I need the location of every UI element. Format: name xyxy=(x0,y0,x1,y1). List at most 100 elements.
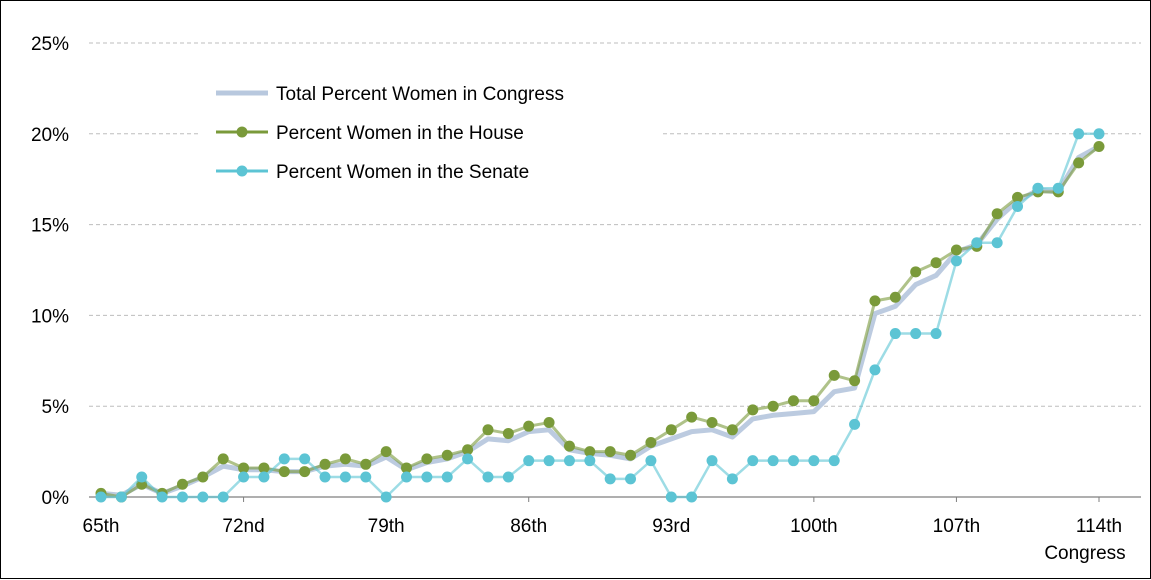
legend-label-1: Total Percent Women in Congress xyxy=(276,84,564,105)
data-point xyxy=(258,462,270,474)
data-point xyxy=(726,424,738,436)
data-point xyxy=(543,455,555,467)
data-point xyxy=(1052,182,1064,194)
x-tick-label: 100th xyxy=(790,516,838,537)
data-point xyxy=(217,491,229,503)
data-point xyxy=(1073,128,1085,140)
y-tick-label: 0% xyxy=(42,488,70,509)
data-point xyxy=(115,491,127,503)
data-point xyxy=(176,491,188,503)
data-point xyxy=(645,437,657,449)
data-point xyxy=(767,455,779,467)
data-point xyxy=(197,491,209,503)
data-point xyxy=(421,471,433,483)
data-point xyxy=(706,417,718,429)
data-point xyxy=(441,471,453,483)
data-point xyxy=(1012,191,1024,203)
x-tick-label: 79th xyxy=(368,516,405,537)
data-point xyxy=(462,453,474,465)
data-point xyxy=(299,466,311,478)
data-point xyxy=(971,237,983,249)
y-tick-label: 15% xyxy=(31,216,69,237)
data-point xyxy=(665,491,677,503)
data-point xyxy=(910,328,922,340)
data-point xyxy=(645,455,657,467)
data-point xyxy=(462,444,474,456)
data-point xyxy=(991,237,1003,249)
data-point xyxy=(238,462,250,474)
legend-marker-3 xyxy=(236,165,248,177)
x-tick-label: 114th xyxy=(1076,516,1122,537)
data-point xyxy=(869,295,881,307)
data-point xyxy=(910,266,922,278)
data-point xyxy=(278,466,290,478)
data-point xyxy=(584,455,596,467)
data-point xyxy=(889,291,901,303)
legend-label-3: Percent Women in the Senate xyxy=(276,162,529,183)
x-tick-label: 107th xyxy=(933,516,981,537)
data-point xyxy=(217,453,229,465)
x-tick-label: 72nd xyxy=(222,516,264,537)
data-point xyxy=(1073,157,1085,169)
data-point xyxy=(950,255,962,267)
data-point xyxy=(787,395,799,407)
data-point xyxy=(380,446,392,458)
data-point xyxy=(441,449,453,461)
x-tick-label: 65th xyxy=(83,516,120,537)
data-point xyxy=(339,471,351,483)
data-point xyxy=(604,446,616,458)
data-point xyxy=(95,491,107,503)
data-point xyxy=(767,400,779,412)
data-point xyxy=(360,458,372,470)
data-point xyxy=(828,369,840,381)
data-point xyxy=(339,453,351,465)
data-point xyxy=(421,453,433,465)
data-point xyxy=(808,395,820,407)
data-point xyxy=(238,471,250,483)
data-point xyxy=(950,244,962,256)
data-point xyxy=(401,471,413,483)
legend-label-2: Percent Women in the House xyxy=(276,123,524,144)
data-point xyxy=(869,364,881,376)
data-point xyxy=(665,424,677,436)
data-point xyxy=(156,491,168,503)
data-point xyxy=(563,455,575,467)
data-point xyxy=(584,446,596,458)
y-tick-label: 10% xyxy=(31,306,69,327)
data-point xyxy=(828,455,840,467)
data-point xyxy=(1093,128,1105,140)
data-point xyxy=(523,420,535,432)
x-tick-label: 93rd xyxy=(652,516,690,537)
data-point xyxy=(401,462,413,474)
data-point xyxy=(319,458,331,470)
tick-labels: 0% 5% 10% 15% 20% 25% 65th 72nd 79th 86th 93rd 100t… xyxy=(31,34,1126,564)
data-point xyxy=(278,453,290,465)
data-point xyxy=(1093,141,1105,153)
data-point xyxy=(686,411,698,423)
data-point xyxy=(136,471,148,483)
data-point xyxy=(747,404,759,416)
data-point xyxy=(197,471,209,483)
data-point xyxy=(889,328,901,340)
data-point xyxy=(849,375,861,387)
data-point xyxy=(502,427,514,439)
data-point xyxy=(930,328,942,340)
x-axis-title: Congress xyxy=(1044,543,1125,564)
series-line-1 xyxy=(100,144,1101,498)
data-point xyxy=(604,473,616,485)
series-lines xyxy=(95,128,1105,503)
data-point xyxy=(706,455,718,467)
data-point xyxy=(930,257,942,269)
data-point xyxy=(726,473,738,485)
data-point xyxy=(1012,200,1024,212)
legend-box xyxy=(201,71,661,193)
legend: Total Percent Women in Congress Percent W… xyxy=(201,71,661,193)
y-tick-label: 5% xyxy=(42,397,70,418)
series-line-2 xyxy=(100,145,1100,499)
x-tick-label: 86th xyxy=(510,516,547,537)
data-point xyxy=(319,471,331,483)
data-point xyxy=(849,418,861,430)
data-point xyxy=(543,417,555,429)
